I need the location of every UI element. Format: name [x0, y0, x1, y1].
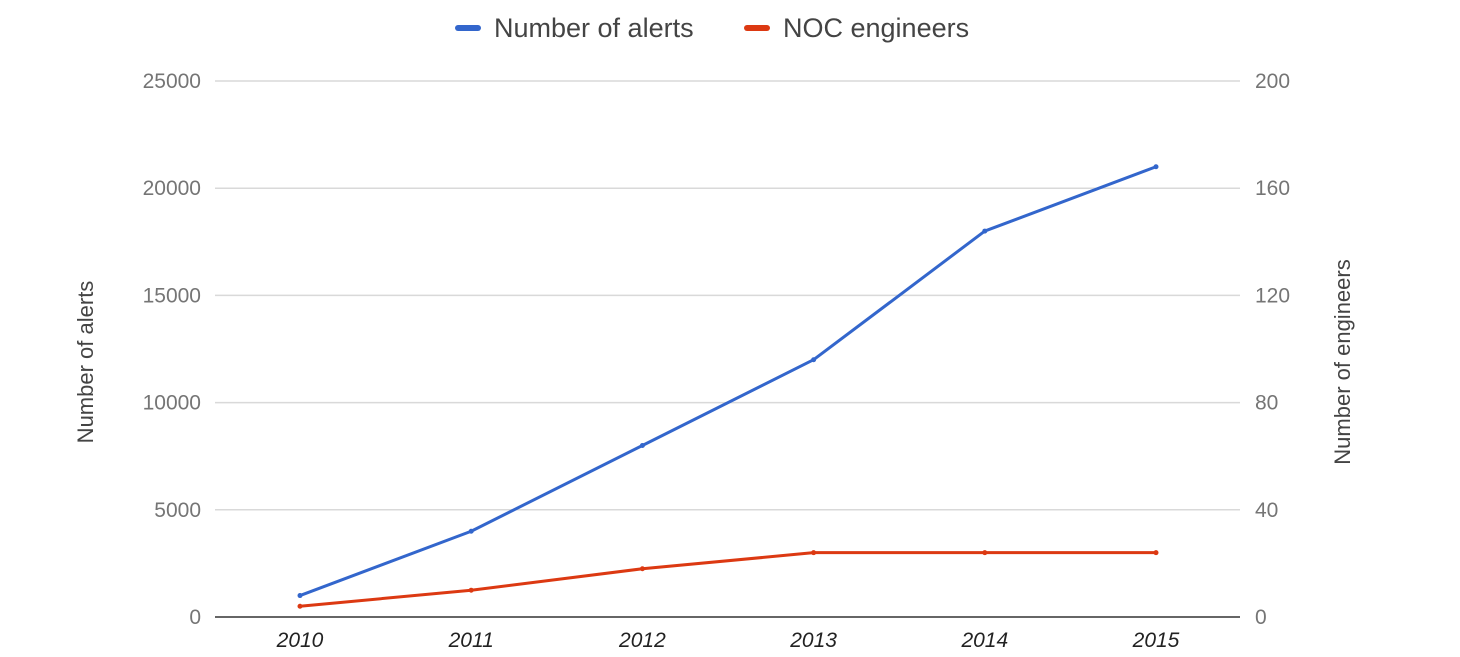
right-axis-title: Number of engineers	[1330, 259, 1355, 464]
x-tick-label: 2010	[276, 629, 324, 652]
data-point-engineers[interactable]	[468, 587, 474, 593]
left-tick-label: 0	[189, 606, 201, 629]
data-point-engineers[interactable]	[811, 550, 817, 556]
right-tick-label: 0	[1255, 606, 1267, 629]
data-point-alerts[interactable]	[468, 528, 474, 534]
data-point-engineers[interactable]	[297, 603, 303, 609]
right-tick-label: 120	[1255, 284, 1290, 307]
series-lines	[297, 164, 1159, 609]
right-tick-label: 160	[1255, 177, 1290, 200]
data-point-engineers[interactable]	[639, 566, 645, 572]
right-tick-label: 80	[1255, 392, 1278, 415]
x-tick-label: 2015	[1132, 629, 1180, 652]
x-tick-label: 2012	[618, 629, 666, 652]
left-tick-label: 10000	[143, 392, 201, 415]
gridlines	[215, 80, 1240, 618]
x-tick-label: 2011	[448, 629, 494, 652]
right-tick-label: 200	[1255, 70, 1290, 93]
data-point-alerts[interactable]	[297, 593, 303, 599]
legend-label-alerts: Number of alerts	[494, 13, 694, 43]
right-tick-label: 40	[1255, 499, 1278, 522]
data-point-alerts[interactable]	[1153, 164, 1159, 170]
series-line-alerts[interactable]	[298, 165, 1158, 598]
data-point-alerts[interactable]	[982, 228, 988, 234]
legend: Number of alerts NOC engineers	[455, 13, 969, 43]
left-axis-title: Number of alerts	[73, 281, 98, 444]
left-tick-label: 20000	[143, 177, 201, 200]
legend-item-alerts[interactable]: Number of alerts	[455, 13, 694, 43]
legend-label-engineers: NOC engineers	[783, 13, 969, 43]
series-line-engineers[interactable]	[298, 551, 1158, 608]
data-point-alerts[interactable]	[811, 357, 817, 363]
x-tick-label: 2013	[789, 629, 837, 652]
x-axis-ticks: 2010 2011 2012 2013 2014 2015	[276, 629, 1180, 652]
right-axis-ticks: 0 40 80 120 160 200	[1255, 70, 1290, 629]
left-tick-label: 25000	[143, 70, 201, 93]
data-point-alerts[interactable]	[639, 442, 645, 448]
data-point-engineers[interactable]	[1153, 550, 1159, 556]
left-tick-label: 5000	[154, 499, 201, 522]
data-point-engineers[interactable]	[982, 550, 988, 556]
left-tick-label: 15000	[143, 284, 201, 307]
left-axis-ticks: 0 5000 10000 15000 20000 25000	[143, 70, 201, 629]
x-tick-label: 2014	[960, 629, 1008, 652]
legend-item-engineers[interactable]: NOC engineers	[744, 13, 969, 43]
